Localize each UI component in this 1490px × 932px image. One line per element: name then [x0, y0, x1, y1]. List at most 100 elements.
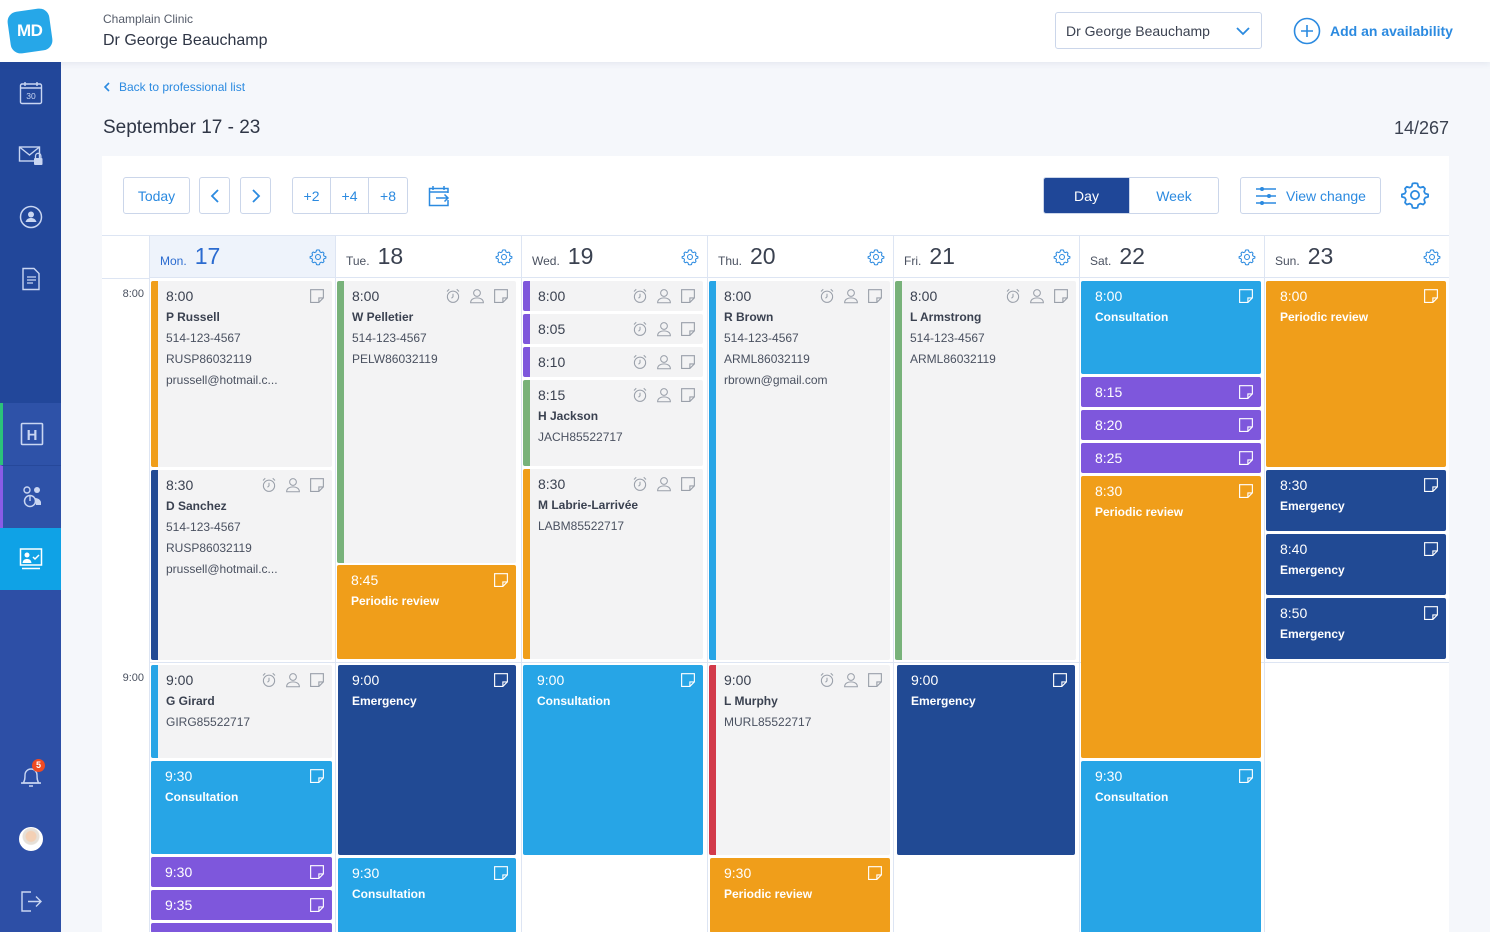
availability-slot[interactable]: 9:30 Consultation: [1081, 761, 1261, 932]
availability-slot[interactable]: 9:35: [151, 890, 332, 920]
availability-slot[interactable]: [151, 923, 332, 932]
note-icon[interactable]: [679, 353, 697, 371]
availability-slot[interactable]: 8:30 Emergency: [1266, 470, 1446, 531]
day-column-thu[interactable]: [707, 278, 893, 932]
note-icon[interactable]: [1422, 540, 1440, 558]
alarm-icon[interactable]: [631, 475, 649, 493]
alarm-icon[interactable]: [631, 287, 649, 305]
notifications-button[interactable]: 5: [0, 746, 61, 808]
appointment-card[interactable]: 8:00 W Pelletier 514-123-4567 PELW86032119: [337, 281, 516, 563]
week-view-button[interactable]: Week: [1156, 187, 1192, 204]
alarm-icon[interactable]: [260, 671, 278, 689]
appointment-card[interactable]: 8:00 P Russell 514-123-4567 RUSP86032119 pru…: [151, 281, 332, 467]
note-icon[interactable]: [679, 320, 697, 338]
note-icon[interactable]: [308, 671, 326, 689]
sidebar-item-groups[interactable]: [0, 465, 61, 528]
person-icon[interactable]: [655, 475, 673, 493]
alarm-icon[interactable]: [631, 320, 649, 338]
day-header-tue[interactable]: Tue. 18: [335, 236, 521, 278]
day-view-button[interactable]: Day: [1044, 178, 1130, 213]
go-to-date-button[interactable]: [427, 184, 451, 213]
alarm-icon[interactable]: [260, 476, 278, 494]
day-column-tue[interactable]: [335, 278, 521, 932]
note-icon[interactable]: [1052, 287, 1070, 305]
person-icon[interactable]: [655, 386, 673, 404]
jump-plus-4-button[interactable]: +4: [331, 178, 369, 213]
day-header-mon[interactable]: Mon. 17: [149, 236, 335, 278]
appointment-card[interactable]: 8:00: [523, 281, 703, 311]
note-icon[interactable]: [1237, 767, 1255, 785]
appointment-card[interactable]: 8:30 M Labrie-Larrivée LABM85522717: [523, 469, 703, 659]
person-icon[interactable]: [842, 287, 860, 305]
jump-plus-2-button[interactable]: +2: [293, 178, 331, 213]
day-column-mon[interactable]: [149, 278, 335, 932]
availability-slot[interactable]: 8:15: [1081, 377, 1261, 407]
availability-slot[interactable]: 9:30 Periodic review: [710, 858, 890, 932]
availability-slot[interactable]: 8:00 Periodic review: [1266, 281, 1446, 467]
gear-icon[interactable]: [681, 248, 699, 266]
availability-slot[interactable]: 9:00 Consultation: [523, 665, 703, 855]
gear-icon[interactable]: [1053, 248, 1071, 266]
person-icon[interactable]: [655, 287, 673, 305]
note-icon[interactable]: [1237, 482, 1255, 500]
note-icon[interactable]: [308, 476, 326, 494]
person-icon[interactable]: [842, 671, 860, 689]
availability-slot[interactable]: 8:25: [1081, 443, 1261, 473]
note-icon[interactable]: [1051, 671, 1069, 689]
note-icon[interactable]: [1422, 604, 1440, 622]
appointment-card[interactable]: 8:05: [523, 314, 703, 344]
appointment-card[interactable]: 8:15 H Jackson JACH85522717: [523, 380, 703, 466]
sidebar-item-patients[interactable]: [0, 186, 61, 248]
alarm-icon[interactable]: [1004, 287, 1022, 305]
note-icon[interactable]: [308, 287, 326, 305]
availability-slot[interactable]: 8:40 Emergency: [1266, 534, 1446, 595]
person-icon[interactable]: [284, 476, 302, 494]
availability-slot[interactable]: 9:00 Emergency: [338, 665, 516, 855]
note-icon[interactable]: [866, 287, 884, 305]
md-logo[interactable]: MD: [6, 7, 54, 55]
previous-button[interactable]: [199, 177, 230, 214]
note-icon[interactable]: [1422, 476, 1440, 494]
professional-select[interactable]: Dr George Beauchamp: [1055, 12, 1262, 49]
profile-avatar-button[interactable]: [0, 808, 61, 870]
note-icon[interactable]: [1422, 287, 1440, 305]
sidebar-item-calendar[interactable]: 30: [0, 62, 61, 124]
day-column-fri[interactable]: [893, 278, 1079, 932]
day-column-wed[interactable]: [521, 278, 707, 932]
note-icon[interactable]: [679, 287, 697, 305]
note-icon[interactable]: [1237, 449, 1255, 467]
day-header-sat[interactable]: Sat. 22: [1079, 236, 1264, 278]
jump-plus-8-button[interactable]: +8: [380, 187, 396, 204]
availability-slot[interactable]: 8:45 Periodic review: [337, 565, 516, 659]
next-button[interactable]: [240, 177, 271, 214]
alarm-icon[interactable]: [818, 287, 836, 305]
back-to-list-link[interactable]: Back to professional list: [103, 80, 245, 94]
note-icon[interactable]: [679, 671, 697, 689]
availability-slot[interactable]: 9:30 Consultation: [338, 858, 516, 932]
appointment-card[interactable]: 8:30 D Sanchez 514-123-4567 RUSP86032119 pru…: [151, 470, 332, 660]
appointment-card[interactable]: 8:10: [523, 347, 703, 377]
day-header-fri[interactable]: Fri. 21: [893, 236, 1079, 278]
sidebar-item-hospital[interactable]: H: [0, 403, 61, 465]
appointment-card[interactable]: 9:00 G Girard GIRG85522717: [151, 665, 332, 758]
alarm-icon[interactable]: [631, 353, 649, 371]
appointment-card[interactable]: 9:00 L Murphy MURL85522717: [709, 665, 890, 855]
person-icon[interactable]: [284, 671, 302, 689]
note-icon[interactable]: [308, 896, 326, 914]
note-icon[interactable]: [308, 863, 326, 881]
gear-icon[interactable]: [1423, 248, 1441, 266]
availability-slot[interactable]: 9:00 Emergency: [897, 665, 1075, 855]
sidebar-item-secure-mail[interactable]: [0, 124, 61, 186]
availability-slot[interactable]: 8:50 Emergency: [1266, 598, 1446, 659]
note-icon[interactable]: [308, 767, 326, 785]
calendar-settings-button[interactable]: [1400, 180, 1430, 215]
gear-icon[interactable]: [1238, 248, 1256, 266]
note-icon[interactable]: [1237, 416, 1255, 434]
gear-icon[interactable]: [867, 248, 885, 266]
day-header-wed[interactable]: Wed. 19: [521, 236, 707, 278]
note-icon[interactable]: [1237, 287, 1255, 305]
gear-icon[interactable]: [309, 248, 327, 266]
note-icon[interactable]: [1237, 383, 1255, 401]
day-header-sun[interactable]: Sun. 23: [1264, 236, 1449, 278]
person-icon[interactable]: [655, 320, 673, 338]
